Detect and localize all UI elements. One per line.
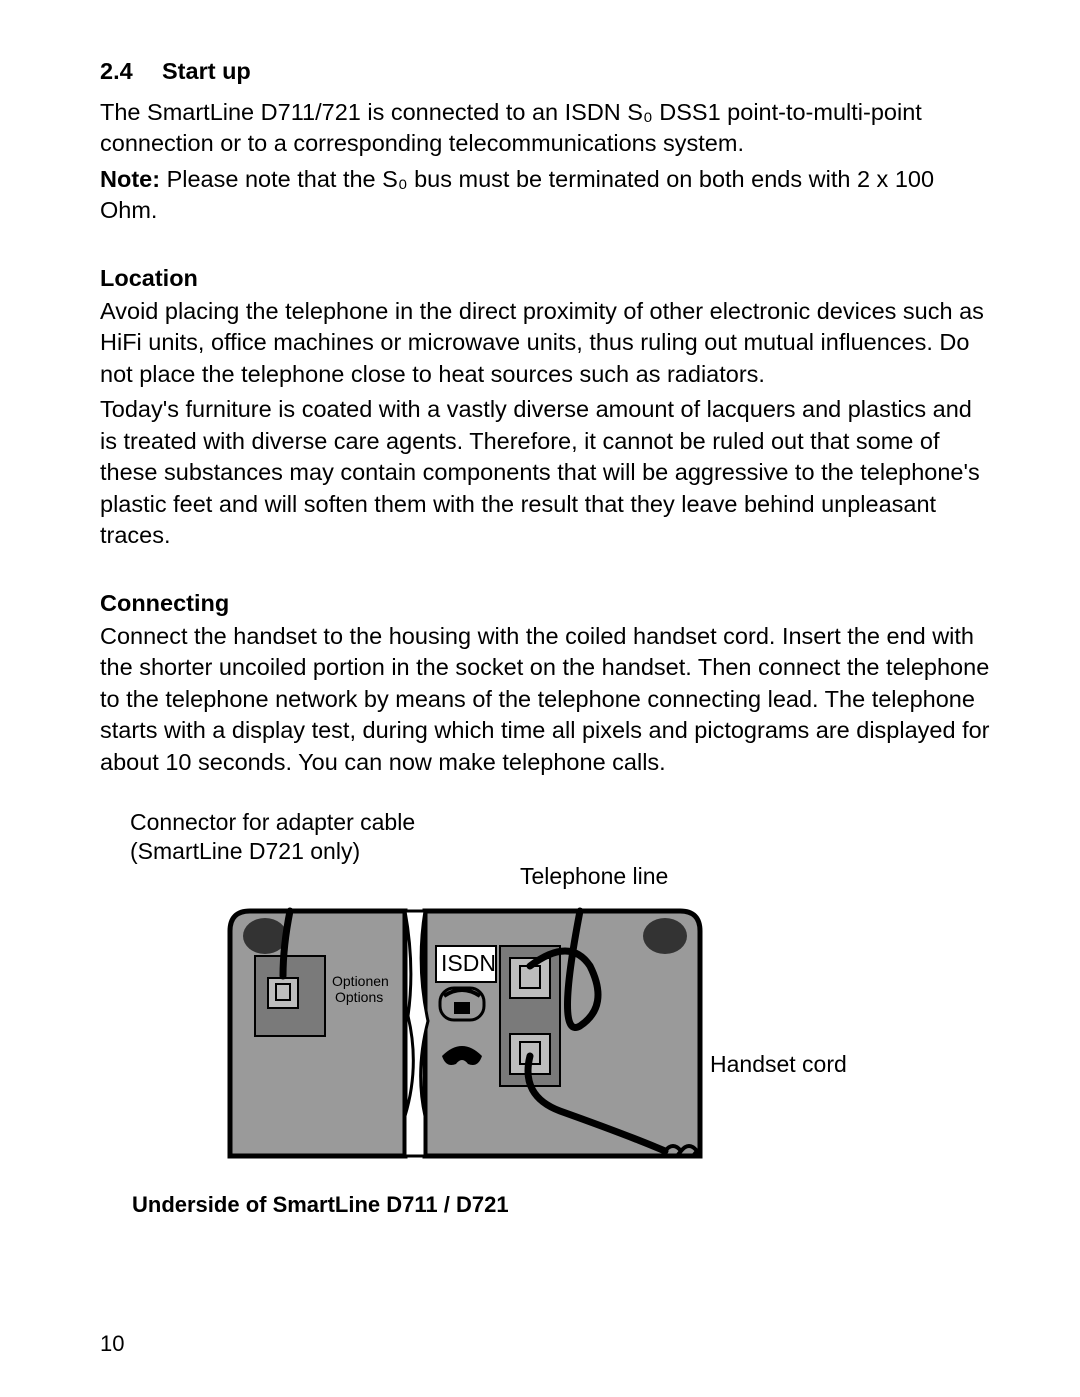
page-number: 10 <box>100 1331 124 1357</box>
underside-diagram: Connector for adapter cable (SmartLine D… <box>100 808 995 1188</box>
section-number: 2.4 <box>100 58 162 85</box>
diagram-label-adapter: Connector for adapter cable (SmartLine D… <box>130 808 430 866</box>
location-paragraph-2: Today's furniture is coated with a vastl… <box>100 394 995 551</box>
options-label-en: Options <box>335 989 383 1005</box>
note-label: Note: <box>100 166 160 192</box>
diagram-label-telephone-line: Telephone line <box>520 862 668 891</box>
location-heading: Location <box>100 265 995 292</box>
note-text: Please note that the S₀ bus must be term… <box>100 166 934 223</box>
section-heading: 2.4Start up <box>100 58 995 85</box>
startup-paragraph: The SmartLine D711/721 is connected to a… <box>100 97 995 160</box>
connecting-heading: Connecting <box>100 590 995 617</box>
note-line: Note: Please note that the S₀ bus must b… <box>100 164 995 227</box>
isdn-label: ISDN <box>441 950 496 976</box>
underside-svg: Optionen Options ISDN <box>210 906 720 1166</box>
connecting-paragraph: Connect the handset to the housing with … <box>100 621 995 778</box>
section-title: Start up <box>162 58 251 84</box>
diagram-label-handset-cord: Handset cord <box>710 1050 847 1079</box>
location-paragraph-1: Avoid placing the telephone in the direc… <box>100 296 995 390</box>
options-label-de: Optionen <box>332 973 389 989</box>
diagram-caption: Underside of SmartLine D711 / D721 <box>132 1192 995 1218</box>
